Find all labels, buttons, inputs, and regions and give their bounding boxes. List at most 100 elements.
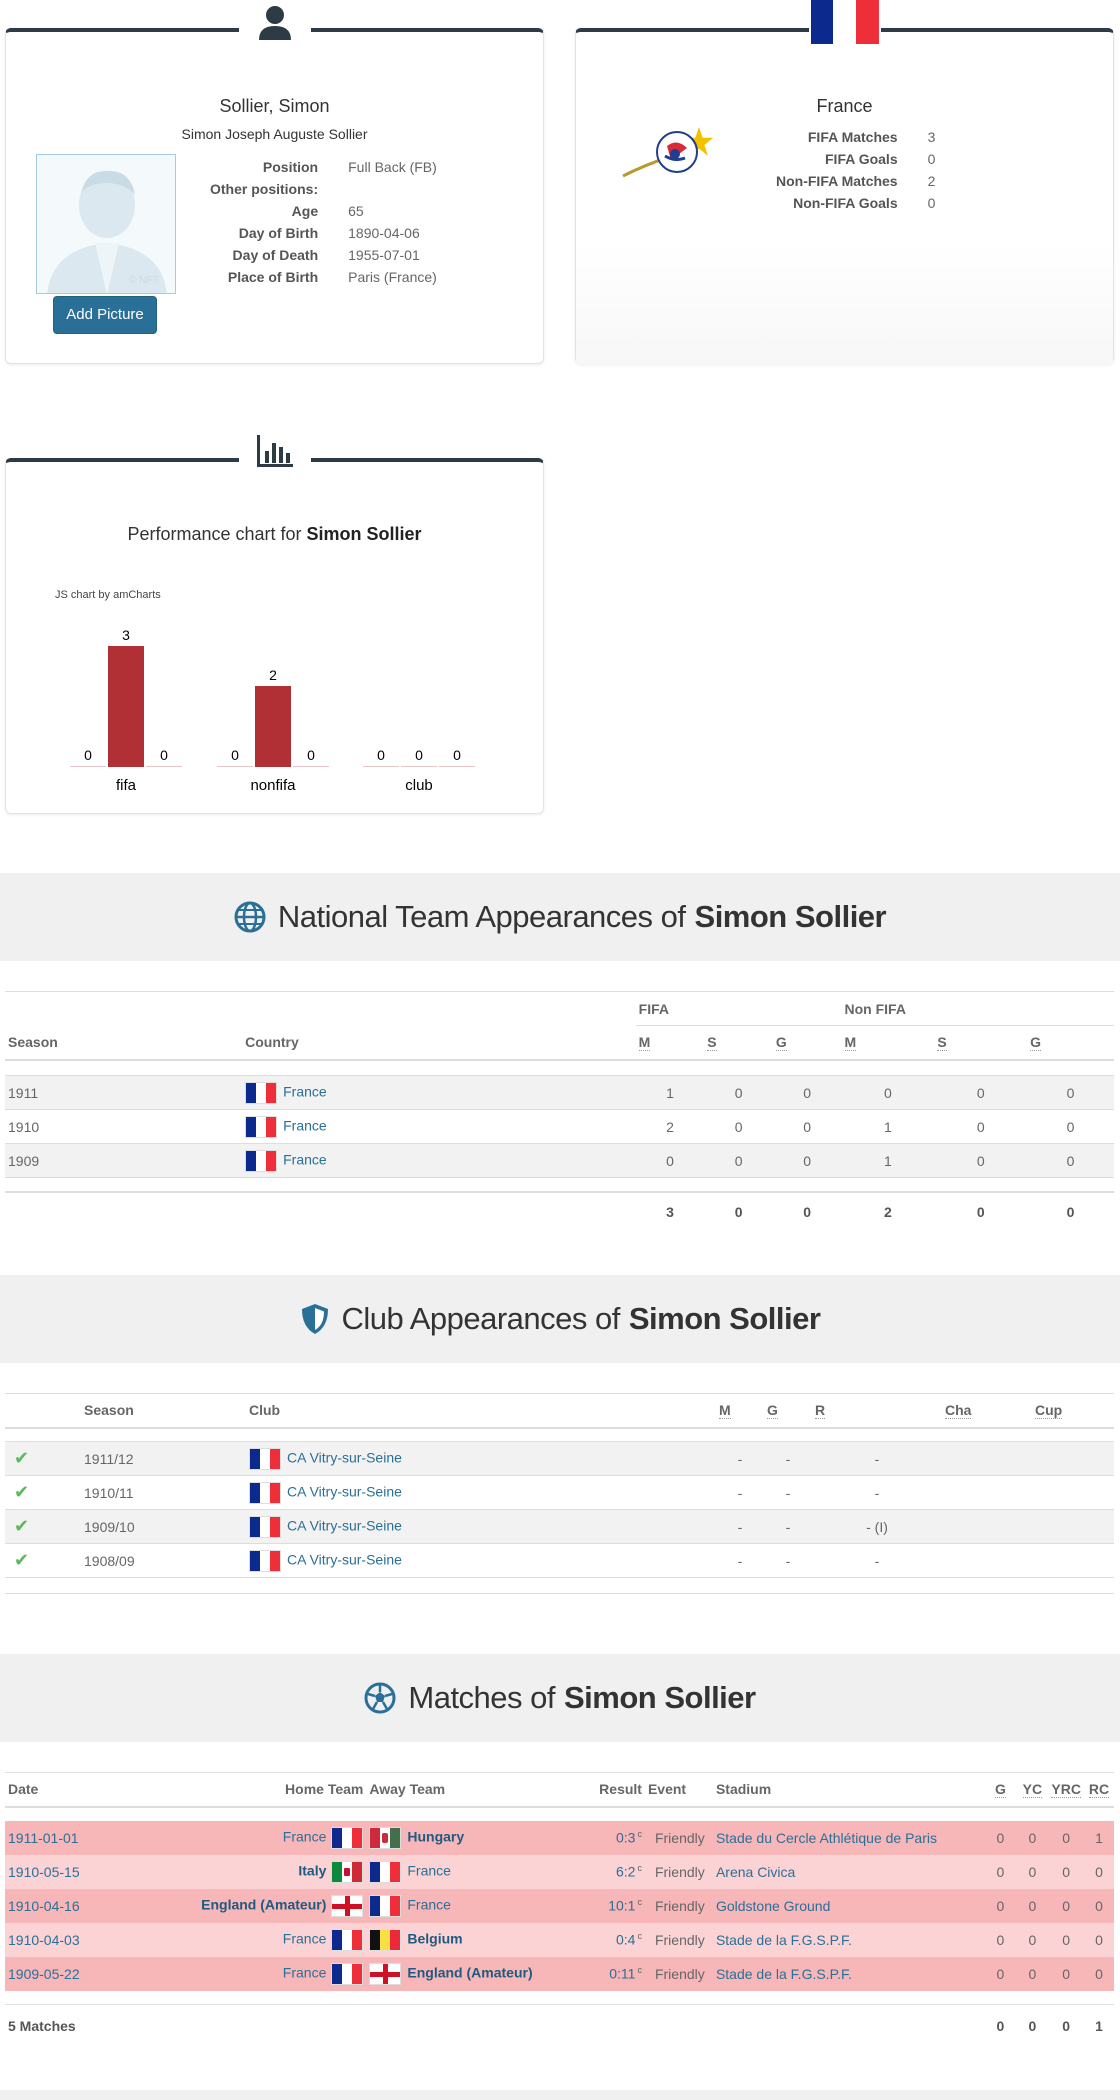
match-col-header: Event [645, 1773, 713, 1807]
stat-cell-nm: 1 [884, 1152, 892, 1169]
stat-cell-ng: 0 [1066, 1152, 1075, 1169]
stadium-link[interactable]: Goldstone Ground [715, 1897, 831, 1914]
france-flag-icon [245, 1081, 278, 1104]
club-link[interactable]: CA Vitry-sur-Seine [287, 1449, 402, 1466]
stat-cell-fg: 0 [803, 1152, 812, 1169]
season-cell: 1910/11 [84, 1484, 134, 1501]
club-col-label: R [815, 1402, 826, 1420]
result-suffix: c [637, 1863, 642, 1874]
match-col-label: G [994, 1781, 1006, 1799]
status-cell: ✔ [5, 1544, 81, 1578]
stadium-link[interactable]: Stade de la F.G.S.P.F. [715, 1931, 852, 1948]
country-link[interactable]: France [283, 1151, 327, 1168]
chart-data-label: 2 [269, 667, 277, 683]
match-rc-cell: 0 [1095, 1965, 1103, 1982]
stadium-link[interactable]: Stade de la F.G.S.P.F. [715, 1965, 852, 1982]
match-date-link[interactable]: 1910-05-15 [8, 1863, 80, 1880]
result-cell: 10:1 c [581, 1889, 645, 1923]
chart-data-label: 0 [307, 747, 315, 763]
total-cell-fs: 0 [734, 1204, 743, 1220]
result-link[interactable]: 10:1 [608, 1897, 636, 1914]
match-date-link[interactable]: 1911-01-01 [8, 1829, 79, 1846]
match-date-link[interactable]: 1910-04-16 [8, 1897, 80, 1914]
home-team-link[interactable]: England (Amateur) [201, 1896, 327, 1913]
group-nonfifa: Non FIFA [841, 991, 1114, 1026]
country-link[interactable]: France [283, 1117, 327, 1134]
season-cell: 1911/12 [84, 1450, 134, 1467]
match-date-link[interactable]: 1909-05-22 [8, 1965, 80, 1982]
chart-bar-nonfifa-1 [255, 686, 291, 766]
away-team-link[interactable]: England (Amateur) [407, 1964, 533, 1981]
stadium-link[interactable]: Stade du Cercle Athlétique de Paris [715, 1829, 937, 1846]
page-bottom-band [0, 2090, 1120, 2100]
match-col-label: Away Team [369, 1781, 446, 1798]
result-link[interactable]: 6:2 [616, 1863, 636, 1880]
club-col-label: M [719, 1402, 731, 1420]
stadium-cell: Stade de la F.G.S.P.F. [713, 1957, 985, 1991]
away-team-link[interactable]: France [407, 1896, 451, 1913]
result-link[interactable]: 0:11 [609, 1965, 636, 1982]
season-cell: 1910 [8, 1118, 40, 1135]
stat-cell-fm: 0 [666, 1152, 674, 1169]
result-suffix: c [637, 1965, 642, 1976]
chart-category-label: fifa [116, 777, 137, 794]
profile-fields: Position Full Back (FB) Other positions: Ag… [210, 156, 437, 288]
club-title-name: Simon Sollier [628, 1301, 821, 1336]
result-link[interactable]: 0:4 [616, 1931, 636, 1948]
hungary-flag-icon [369, 1826, 402, 1849]
goals-cell: - [785, 1552, 791, 1569]
chart-data-label: 0 [377, 747, 385, 763]
chart-data-label: 0 [84, 747, 92, 763]
stadium-link[interactable]: Arena Civica [715, 1863, 796, 1880]
home-team-link[interactable]: France [282, 1828, 327, 1845]
profile-field-row: Position Full Back (FB) [210, 156, 437, 178]
chart-data-label: 3 [122, 627, 130, 643]
match-col-header: Away Team [366, 1773, 581, 1807]
chart-data-label: 0 [415, 747, 423, 763]
away-team-link[interactable]: Hungary [407, 1828, 465, 1845]
group-fifa: FIFA [635, 991, 842, 1026]
country-stat-row: Non-FIFA Matches 2 [776, 170, 935, 192]
national-col-label: Country [245, 1034, 299, 1050]
result-suffix: c [637, 1829, 642, 1840]
national-col-label: Season [8, 1034, 58, 1050]
profile-field-value [348, 178, 437, 200]
match-g-cell: 0 [996, 1829, 1005, 1846]
match-g-cell: 0 [996, 1863, 1005, 1880]
checkmark-icon: ✔ [14, 1516, 30, 1536]
add-picture-button[interactable]: Add Picture [53, 296, 157, 334]
match-g-cell: 0 [996, 1965, 1005, 1982]
club-link[interactable]: CA Vitry-sur-Seine [287, 1551, 402, 1568]
france-flag-icon [369, 1894, 402, 1917]
home-team-link[interactable]: France [282, 1964, 327, 1981]
away-team-link[interactable]: Belgium [407, 1930, 463, 1947]
stadium-cell: Stade du Cercle Athlétique de Paris [713, 1821, 985, 1855]
match-col-label: YRC [1051, 1781, 1081, 1799]
match-date-link[interactable]: 1910-04-03 [8, 1931, 80, 1948]
stat-cell-nm: 0 [884, 1084, 892, 1101]
home-team-link[interactable]: France [282, 1930, 327, 1947]
checkmark-icon: ✔ [14, 1448, 30, 1468]
stat-cell-ng: 0 [1066, 1084, 1075, 1101]
club-link[interactable]: CA Vitry-sur-Seine [287, 1517, 402, 1534]
belgium-flag-icon [369, 1928, 402, 1951]
country-link[interactable]: France [283, 1083, 327, 1100]
national-col-label: S [707, 1034, 717, 1052]
home-team-link[interactable]: Italy [298, 1862, 327, 1879]
away-team-link[interactable]: France [407, 1862, 451, 1879]
country-stat-label: FIFA Matches [807, 129, 898, 145]
stat-cell-ns: 0 [976, 1118, 985, 1135]
france-flag-icon [331, 1928, 364, 1951]
france-flag-icon [369, 1860, 402, 1883]
result-link[interactable]: 0:3 [616, 1829, 636, 1846]
table-row: 1909-05-22 France England (Amateur) 0:11 c Fr… [5, 1956, 1114, 1991]
national-team-header: National Team Appearances of Simon Solli… [0, 873, 1120, 961]
country-cell: France [242, 1110, 636, 1144]
france-flag-icon [249, 1447, 281, 1470]
chart-badge [238, 430, 311, 474]
globe-icon [234, 901, 266, 933]
result-cell: 6:2 c [581, 1855, 645, 1889]
club-link[interactable]: CA Vitry-sur-Seine [287, 1483, 402, 1500]
chart-credit[interactable]: JS chart by amCharts [55, 589, 161, 601]
chart-bar-fifa-1 [108, 646, 144, 766]
